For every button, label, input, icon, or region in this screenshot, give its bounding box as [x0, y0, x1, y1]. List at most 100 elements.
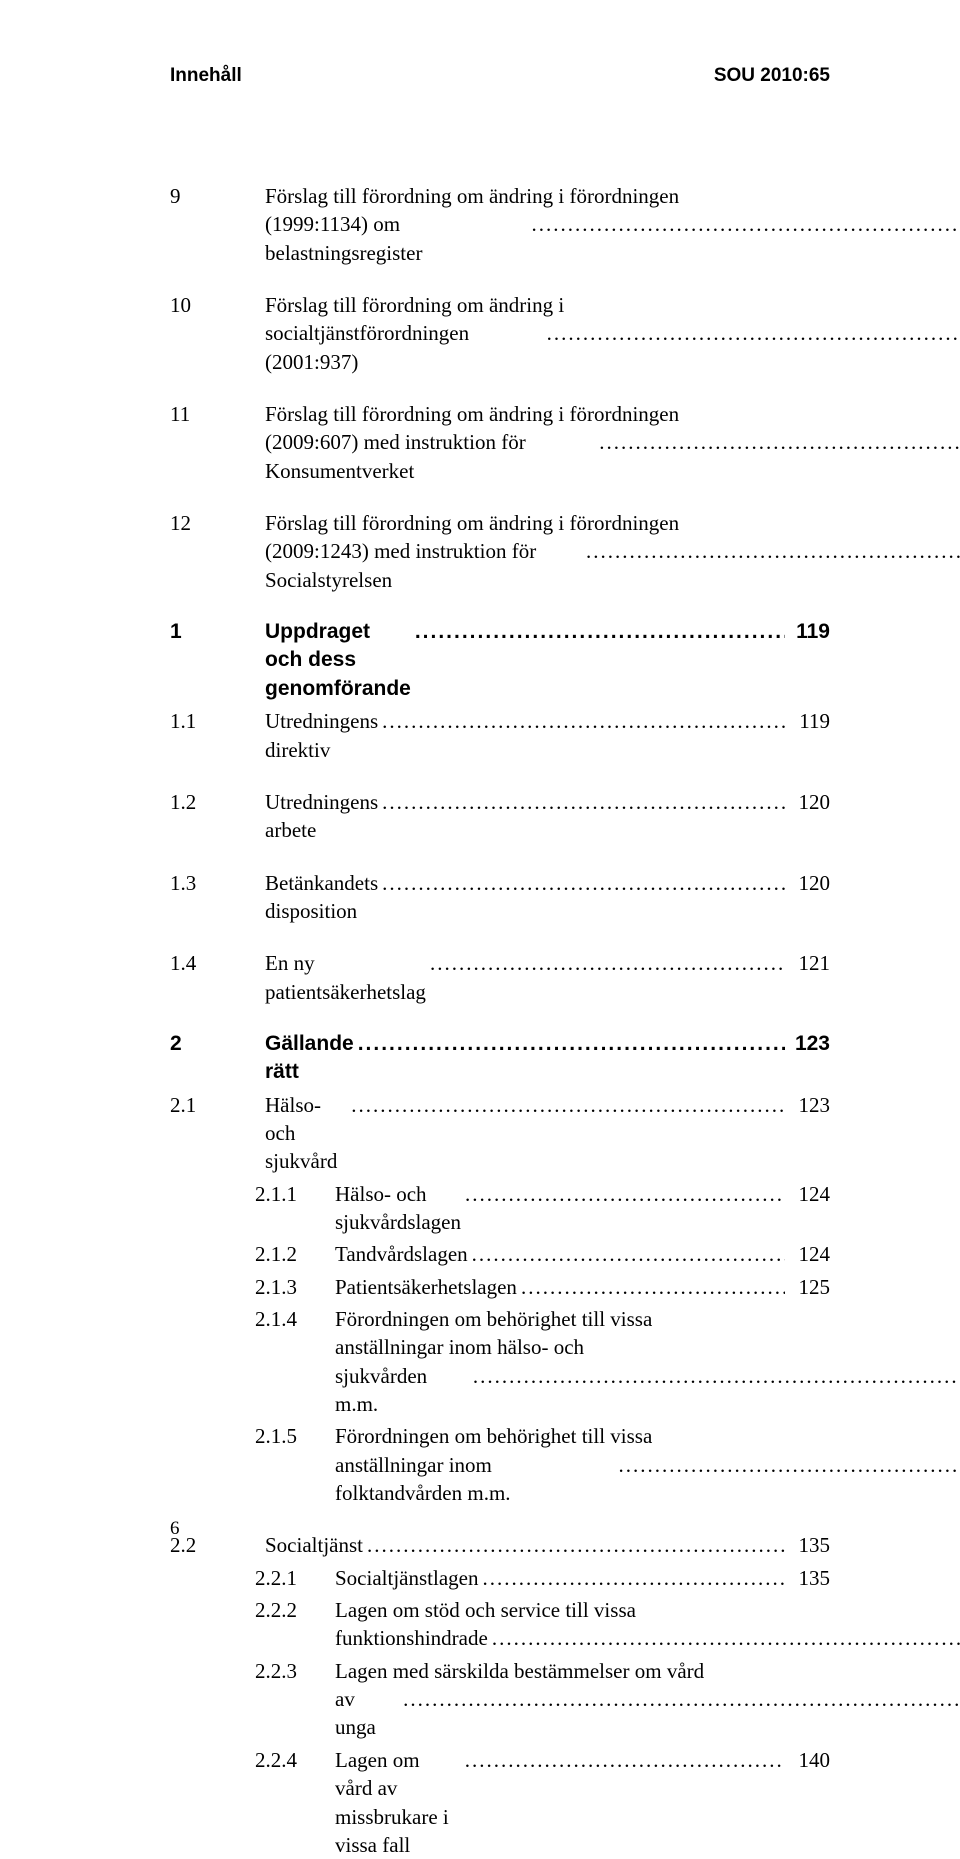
toc-number: 9 [170, 182, 265, 210]
page-header: Innehåll SOU 2010:65 [170, 65, 830, 87]
dot-leader [461, 1746, 785, 1774]
toc-title-line: Förslag till förordning om ändring i för… [265, 400, 960, 428]
toc-entry: 2.2.3Lagen med särskilda bestämmelser om… [170, 1657, 830, 1742]
toc-number: 2.2.3 [255, 1657, 335, 1685]
toc-page-ref: 135 [785, 1564, 830, 1592]
toc-title-last-line: av unga139 [335, 1685, 960, 1742]
toc-title-wrap: Förordningen om behörighet till vissaans… [335, 1305, 960, 1418]
toc-title-wrap: Förslag till förordning om ändring i för… [265, 400, 960, 485]
toc-subsection-line: 2.2.3Lagen med särskilda bestämmelser om… [170, 1657, 830, 1742]
toc-subsection-line: 2.2.4Lagen om vård av missbrukare i viss… [170, 1746, 830, 1859]
toc-entry: 1.4En ny patientsäkerhetslag121 [170, 949, 830, 1006]
toc-subsection-line: 2.1.1Hälso- och sjukvårdslagen124 [170, 1180, 830, 1237]
toc-number: 1 [170, 618, 265, 646]
toc-number: 2.2 [170, 1531, 265, 1559]
toc-title: Socialtjänstlagen [335, 1564, 478, 1592]
dot-leader [468, 1240, 785, 1268]
dot-leader [347, 1091, 785, 1119]
dot-leader [595, 428, 960, 456]
dot-leader [543, 319, 960, 347]
toc-page-ref: 140 [785, 1746, 830, 1774]
toc-chapter-line: 2Gällande rätt123 [170, 1030, 830, 1087]
toc-title: Utredningens direktiv [265, 707, 378, 764]
toc-title-wrap: Förslag till förordning om ändring i för… [265, 509, 960, 594]
toc-subsection-line: 2.1.3Patientsäkerhetslagen125 [170, 1273, 830, 1301]
toc-title-line: (2009:1243) med instruktion för Socialst… [265, 537, 582, 594]
dot-leader [363, 1531, 785, 1559]
toc-page-ref: 123 [785, 1091, 830, 1119]
toc-title-line: av unga [335, 1685, 399, 1742]
toc-title-wrap: Lagen med särskilda bestämmelser om vård… [335, 1657, 960, 1742]
toc-title: Hälso- och sjukvård [265, 1091, 347, 1176]
toc-title-last-line: (2009:1243) med instruktion för Socialst… [265, 537, 960, 594]
toc-number: 2.1.4 [255, 1305, 335, 1333]
dot-leader [527, 210, 960, 238]
toc-entry: 2.2.2Lagen om stöd och service till viss… [170, 1596, 830, 1653]
toc-page-ref: 123 [785, 1030, 830, 1058]
dot-leader [426, 949, 785, 977]
toc-page-ref: 124 [785, 1240, 830, 1268]
toc-number: 1.1 [170, 707, 265, 735]
toc-number: 10 [170, 291, 265, 319]
toc-entry: 1.3Betänkandets disposition120 [170, 869, 830, 926]
toc-title: Utredningens arbete [265, 788, 378, 845]
toc-entry: 2.2Socialtjänst 135 [170, 1531, 830, 1559]
dot-leader [378, 788, 785, 816]
toc-section-line: 10Förslag till förordning om ändring iso… [170, 291, 830, 376]
toc-section-line: 2.1Hälso- och sjukvård 123 [170, 1091, 830, 1176]
toc-number: 2.1.2 [255, 1240, 335, 1268]
toc-number: 12 [170, 509, 265, 537]
toc-entry: 2.1.5Förordningen om behörighet till vis… [170, 1422, 830, 1507]
toc-subsection-line: 2.2.1Socialtjänstlagen 135 [170, 1564, 830, 1592]
toc-title-line: Förslag till förordning om ändring i [265, 291, 960, 319]
toc-page-ref: 135 [785, 1531, 830, 1559]
toc-title-line: funktionshindrade [335, 1624, 488, 1652]
toc-entry: 1.2Utredningens arbete120 [170, 788, 830, 845]
toc-entry: 2.1Hälso- och sjukvård 123 [170, 1091, 830, 1176]
dot-leader [478, 1564, 785, 1592]
toc-number: 1.3 [170, 869, 265, 897]
toc-section-line: 1.1Utredningens direktiv119 [170, 707, 830, 764]
toc-title-line: (2009:607) med instruktion för Konsument… [265, 428, 595, 485]
toc-entry: 2.1.2Tandvårdslagen 124 [170, 1240, 830, 1268]
toc-title-last-line: anställningar inom folktandvården m.m.13… [335, 1451, 960, 1508]
toc-number: 2 [170, 1030, 265, 1058]
toc-section-line: 1.4En ny patientsäkerhetslag121 [170, 949, 830, 1006]
toc-section-line: 2.2Socialtjänst 135 [170, 1531, 830, 1559]
toc-title-line: Lagen med särskilda bestämmelser om vård [335, 1657, 960, 1685]
toc-entry: 11Förslag till förordning om ändring i f… [170, 400, 830, 485]
toc-entry: 2.1.4Förordningen om behörighet till vis… [170, 1305, 830, 1418]
toc-entry: 10Förslag till förordning om ändring iso… [170, 291, 830, 376]
toc-subsection-line: 2.1.2Tandvårdslagen 124 [170, 1240, 830, 1268]
toc-section-line: 9Förslag till förordning om ändring i fö… [170, 182, 830, 267]
toc-number: 2.2.4 [255, 1746, 335, 1774]
toc-title-line: anställningar inom folktandvården m.m. [335, 1451, 615, 1508]
toc-title: Socialtjänst [265, 1531, 363, 1559]
toc-title-wrap: Förslag till förordning om ändring isoci… [265, 291, 960, 376]
toc-chapter-line: 1Uppdraget och dess genomförande 119 [170, 618, 830, 703]
toc-page-ref: 119 [785, 618, 830, 646]
dot-leader [461, 1180, 785, 1208]
dot-leader [615, 1451, 960, 1479]
toc-number: 2.1 [170, 1091, 265, 1119]
toc-page-ref: 125 [785, 1273, 830, 1301]
toc-section-line: 1.3Betänkandets disposition120 [170, 869, 830, 926]
dot-leader [378, 707, 785, 735]
table-of-contents: 9Förslag till förordning om ändring i fö… [170, 182, 830, 1859]
toc-number: 2.2.1 [255, 1564, 335, 1592]
toc-number: 11 [170, 400, 265, 428]
toc-title: Tandvårdslagen [335, 1240, 468, 1268]
document-page: Innehåll SOU 2010:65 9Förslag till föror… [0, 0, 960, 1595]
toc-title-wrap: Förslag till förordning om ändring i för… [265, 182, 960, 267]
toc-entry: 1.1Utredningens direktiv119 [170, 707, 830, 764]
toc-title: Uppdraget och dess genomförande [265, 618, 411, 703]
toc-title-line: socialtjänstförordningen (2001:937) [265, 319, 543, 376]
toc-title-line: (1999:1134) om belastningsregister [265, 210, 527, 267]
toc-title: En ny patientsäkerhetslag [265, 949, 426, 1006]
toc-subsection-line: 2.2.2Lagen om stöd och service till viss… [170, 1596, 830, 1653]
toc-title-line: Lagen om stöd och service till vissa [335, 1596, 960, 1624]
dot-leader [378, 869, 785, 897]
toc-entry: 2.1.1Hälso- och sjukvårdslagen124 [170, 1180, 830, 1237]
toc-entry: 2.2.1Socialtjänstlagen 135 [170, 1564, 830, 1592]
dot-leader [582, 537, 960, 565]
